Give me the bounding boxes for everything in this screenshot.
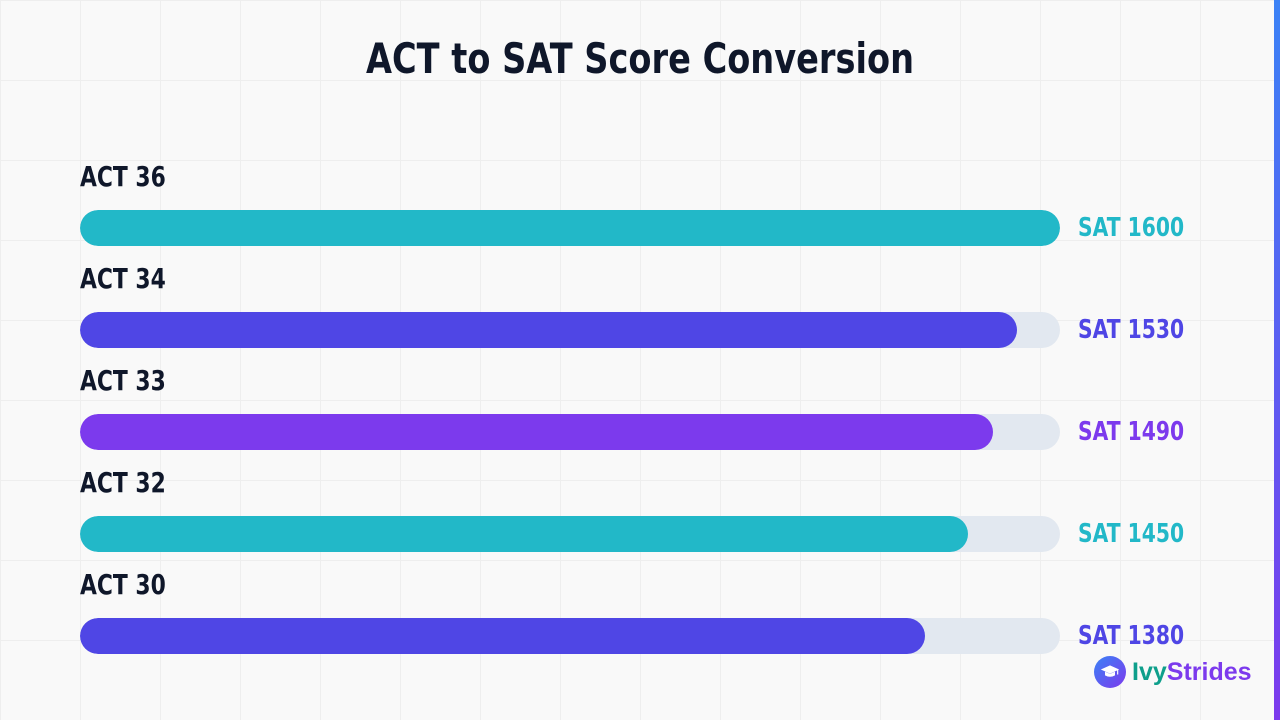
brand-name: IvyStrides [1132,658,1252,687]
bar-row: ACT 32 SAT 1450 [80,466,1184,562]
act-score-label: ACT 34 [80,262,166,295]
sat-score-label: SAT 1450 [1078,519,1185,549]
sat-score-bar [80,312,1018,348]
bar-track [80,516,1060,552]
bar-track [80,312,1060,348]
bar-track [80,210,1060,246]
sat-score-label: SAT 1380 [1078,621,1185,651]
sat-score-bar [80,618,926,654]
brand-name-part1: Ivy [1132,657,1167,686]
chart-title: ACT to SAT Score Conversion [365,34,915,83]
act-score-label: ACT 36 [80,160,166,193]
sat-score-label: SAT 1530 [1078,315,1185,345]
bar-track [80,414,1060,450]
act-score-label: ACT 33 [80,364,166,397]
graduation-cap-icon [1094,656,1126,688]
bar-track [80,618,1060,654]
right-accent-bar [1274,0,1280,720]
bar-row: ACT 36 SAT 1600 [80,160,1184,256]
brand-logo: IvyStrides [1094,655,1252,689]
bar-row: ACT 34 SAT 1530 [80,262,1184,358]
brand-name-part2: Strides [1166,657,1252,686]
sat-score-label: SAT 1600 [1078,213,1185,243]
bar-row: ACT 30 SAT 1380 [80,568,1184,664]
sat-score-bar [80,516,969,552]
sat-score-bar [80,210,1060,246]
sat-score-label: SAT 1490 [1078,417,1185,447]
act-score-label: ACT 30 [80,568,166,601]
bar-row: ACT 33 SAT 1490 [80,364,1184,460]
sat-score-bar [80,414,993,450]
act-score-label: ACT 32 [80,466,166,499]
